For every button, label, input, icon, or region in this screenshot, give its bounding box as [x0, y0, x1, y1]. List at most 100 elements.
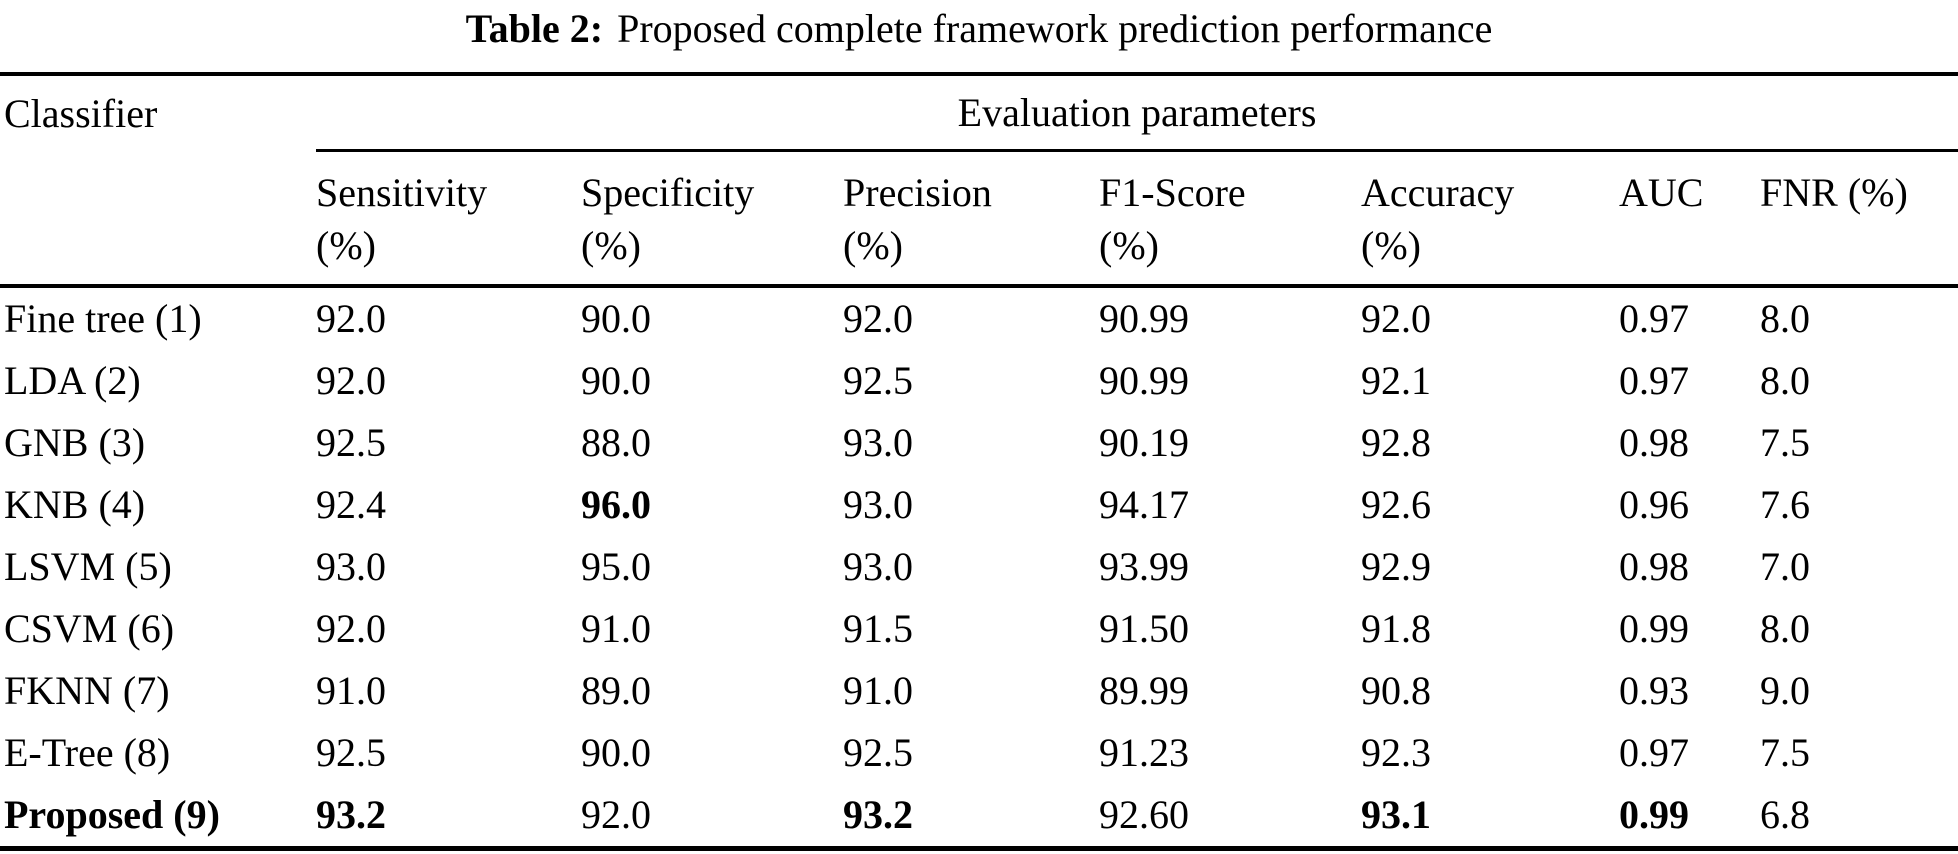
value-cell: 92.5	[316, 420, 386, 465]
column-header-accuracy: Accuracy (%)	[1361, 150, 1619, 288]
value-cell: 96.0	[581, 482, 651, 527]
value-cell: 90.0	[581, 296, 651, 341]
table-row: CSVM (6) 92.0 91.0 91.5 91.50 91.8 0.99 8.0	[0, 598, 1958, 660]
classifier-cell: LSVM (5)	[4, 544, 172, 589]
column-header-unit: (%)	[1361, 223, 1421, 268]
value-cell: 92.8	[1361, 420, 1431, 465]
value-cell: 95.0	[581, 544, 651, 589]
value-cell: 9.0	[1760, 668, 1810, 713]
value-cell: 90.0	[581, 358, 651, 403]
value-cell: 92.4	[316, 482, 386, 527]
table-row: E-Tree (8) 92.5 90.0 92.5 91.23 92.3 0.97 7.5	[0, 722, 1958, 784]
classifier-cell: Proposed (9)	[4, 792, 220, 837]
value-cell: 92.0	[316, 606, 386, 651]
value-cell: 92.9	[1361, 544, 1431, 589]
value-cell: 91.5	[843, 606, 913, 651]
value-cell: 90.19	[1099, 420, 1189, 465]
value-cell: 93.0	[316, 544, 386, 589]
table-caption-number: Table 2:	[465, 6, 604, 51]
column-header-sensitivity: Sensitivity (%)	[316, 150, 581, 288]
classifier-cell: FKNN (7)	[4, 668, 170, 713]
column-header-f1-score: F1-Score (%)	[1099, 150, 1361, 288]
table-row: LSVM (5) 93.0 95.0 93.0 93.99 92.9 0.98 7.0	[0, 536, 1958, 598]
value-cell: 7.5	[1760, 730, 1810, 775]
value-cell: 6.8	[1760, 792, 1810, 837]
value-cell: 0.98	[1619, 420, 1689, 465]
column-header-auc: AUC	[1619, 150, 1760, 288]
value-cell: 92.0	[1361, 296, 1431, 341]
value-cell: 90.99	[1099, 296, 1189, 341]
table-row: LDA (2) 92.0 90.0 92.5 90.99 92.1 0.97 8.0	[0, 350, 1958, 412]
value-cell: 92.5	[843, 358, 913, 403]
value-cell: 93.2	[843, 792, 913, 837]
value-cell: 93.1	[1361, 792, 1431, 837]
column-header-name: AUC	[1619, 170, 1704, 215]
table-caption: Table 2: Proposed complete framework pred…	[0, 0, 1958, 72]
column-header-name: F1-Score	[1099, 170, 1246, 215]
column-header-precision: Precision (%)	[843, 150, 1099, 288]
table-row: FKNN (7) 91.0 89.0 91.0 89.99 90.8 0.93 9.0	[0, 660, 1958, 722]
value-cell: 92.60	[1099, 792, 1189, 837]
value-cell: 0.99	[1619, 606, 1689, 651]
column-header-specificity: Specificity (%)	[581, 150, 843, 288]
classifier-cell: Fine tree (1)	[4, 296, 202, 341]
value-cell: 92.6	[1361, 482, 1431, 527]
value-cell: 92.0	[316, 358, 386, 403]
column-header-unit: (%)	[843, 223, 903, 268]
value-cell: 88.0	[581, 420, 651, 465]
column-group-evaluation-parameters: Evaluation parameters	[316, 74, 1958, 152]
column-header-unit: (%)	[581, 223, 641, 268]
value-cell: 0.93	[1619, 668, 1689, 713]
column-header-spacer	[0, 150, 316, 288]
value-cell: 91.0	[581, 606, 651, 651]
column-header-name: Specificity	[581, 170, 755, 215]
value-cell: 93.0	[843, 544, 913, 589]
value-cell: 91.50	[1099, 606, 1189, 651]
column-header-fnr: FNR (%)	[1760, 150, 1958, 288]
column-header-name: Accuracy	[1361, 170, 1515, 215]
column-header-unit: (%)	[1099, 223, 1159, 268]
value-cell: 92.0	[316, 296, 386, 341]
value-cell: 93.0	[843, 482, 913, 527]
value-cell: 93.0	[843, 420, 913, 465]
classifier-cell: GNB (3)	[4, 420, 146, 465]
value-cell: 0.99	[1619, 792, 1689, 837]
value-cell: 92.0	[843, 296, 913, 341]
value-cell: 7.0	[1760, 544, 1810, 589]
value-cell: 7.5	[1760, 420, 1810, 465]
column-header-name: Sensitivity	[316, 170, 488, 215]
classifier-cell: CSVM (6)	[4, 606, 175, 651]
value-cell: 90.8	[1361, 668, 1431, 713]
classifier-cell: LDA (2)	[4, 358, 141, 403]
value-cell: 92.5	[843, 730, 913, 775]
value-cell: 93.99	[1099, 544, 1189, 589]
value-cell: 89.0	[581, 668, 651, 713]
value-cell: 92.3	[1361, 730, 1431, 775]
column-header-unit: (%)	[316, 223, 376, 268]
table-row: KNB (4) 92.4 96.0 93.0 94.17 92.6 0.96 7.6	[0, 474, 1958, 536]
table-body: Fine tree (1) 92.0 90.0 92.0 90.99 92.0 0.97 8.…	[0, 286, 1958, 849]
value-cell: 0.98	[1619, 544, 1689, 589]
classifier-cell: E-Tree (8)	[4, 730, 171, 775]
table-row: Proposed (9) 93.2 92.0 93.2 92.60 93.1 0.99 6.8	[0, 784, 1958, 849]
value-cell: 0.96	[1619, 482, 1689, 527]
value-cell: 94.17	[1099, 482, 1189, 527]
value-cell: 92.5	[316, 730, 386, 775]
value-cell: 89.99	[1099, 668, 1189, 713]
value-cell: 8.0	[1760, 296, 1810, 341]
value-cell: 91.23	[1099, 730, 1189, 775]
value-cell: 0.97	[1619, 296, 1689, 341]
performance-table: Classifier Evaluation parameters Sensiti…	[0, 72, 1958, 851]
value-cell: 8.0	[1760, 606, 1810, 651]
column-header-name: FNR (%)	[1760, 170, 1908, 215]
column-header-name: Precision	[843, 170, 992, 215]
value-cell: 0.97	[1619, 358, 1689, 403]
value-cell: 7.6	[1760, 482, 1810, 527]
classifier-cell: KNB (4)	[4, 482, 146, 527]
value-cell: 8.0	[1760, 358, 1810, 403]
table-row: Fine tree (1) 92.0 90.0 92.0 90.99 92.0 0.97 8.…	[0, 286, 1958, 350]
column-header-row: Sensitivity (%) Specificity (%) Precisio…	[0, 150, 1958, 288]
value-cell: 92.0	[581, 792, 651, 837]
value-cell: 91.8	[1361, 606, 1431, 651]
value-cell: 92.1	[1361, 358, 1431, 403]
